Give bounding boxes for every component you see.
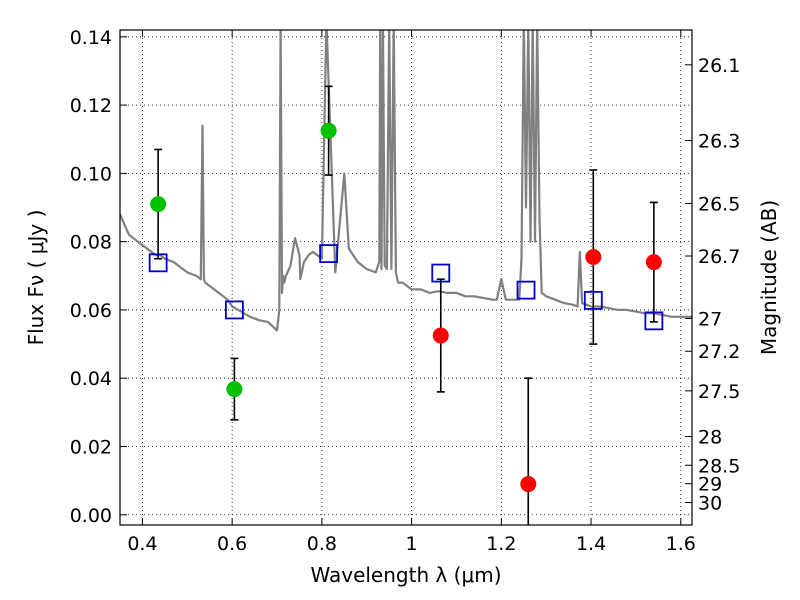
x-tick-label: 0.8 [307, 533, 337, 555]
model-point [148, 253, 168, 273]
y2-axis-label: Magnitude (AB) [757, 200, 781, 355]
y2-tick-label: 26.3 [698, 131, 740, 153]
y2-tick-label: 26.5 [698, 193, 740, 215]
plot-frame [119, 29, 693, 526]
y2-tick-label: 26.1 [698, 55, 740, 77]
model-point [431, 263, 451, 283]
data-point [585, 249, 602, 266]
y2-tick-label: 27 [698, 308, 722, 330]
data-point [226, 381, 243, 398]
y-axis-label: Flux Fν ( μJy ) [24, 210, 48, 346]
y-tick-label: 0.12 [70, 95, 112, 117]
y-tick-label: 0.08 [70, 232, 112, 254]
y2-tick-label: 28.5 [698, 455, 740, 477]
marker-layer [148, 85, 664, 525]
model-point [319, 244, 339, 264]
y2-tick-label: 30 [698, 492, 722, 514]
y-tick-label: 0.00 [70, 505, 112, 527]
plot-area [120, 30, 692, 525]
y-tick-label: 0.06 [70, 300, 112, 322]
grid-layer [120, 30, 692, 525]
x-tick-label: 1.6 [666, 533, 696, 555]
data-point [150, 196, 167, 213]
spectrum-layer [120, 30, 692, 332]
x-tick-label: 1.4 [576, 533, 606, 555]
y2-tick-label: 27.2 [698, 341, 740, 363]
data-point [520, 476, 537, 493]
data-point [645, 254, 662, 271]
y-tick-label: 0.14 [70, 27, 112, 49]
model-point [224, 300, 244, 320]
model-point [583, 290, 603, 310]
y2-tick-label: 27.5 [698, 381, 740, 403]
y2-tick-label: 28 [698, 427, 722, 449]
x-tick-label: 0.4 [127, 533, 157, 555]
data-point [320, 122, 337, 139]
x-axis-label: Wavelength λ (μm) [310, 563, 501, 587]
y-tick-label: 0.04 [70, 368, 112, 390]
model-point [516, 280, 536, 300]
spectrum-line [120, 30, 692, 332]
y-tick-label: 0.02 [70, 436, 112, 458]
model-point [644, 311, 664, 331]
x-axis-ticks: 0.4 0.6 0.8 1 1.2 1.4 1.6 [127, 30, 696, 555]
y2-tick-label: 29 [698, 474, 722, 496]
y2-tick-label: 26.7 [698, 246, 740, 268]
y-tick-label: 0.10 [70, 163, 112, 185]
x-tick-label: 1.2 [486, 533, 516, 555]
x-tick-label: 0.6 [217, 533, 247, 555]
x-tick-label: 1 [406, 533, 418, 555]
y-axis-ticks: 0.00 0.02 0.04 0.06 0.08 0.10 0.12 0.14 [70, 27, 127, 527]
data-point [432, 327, 449, 344]
